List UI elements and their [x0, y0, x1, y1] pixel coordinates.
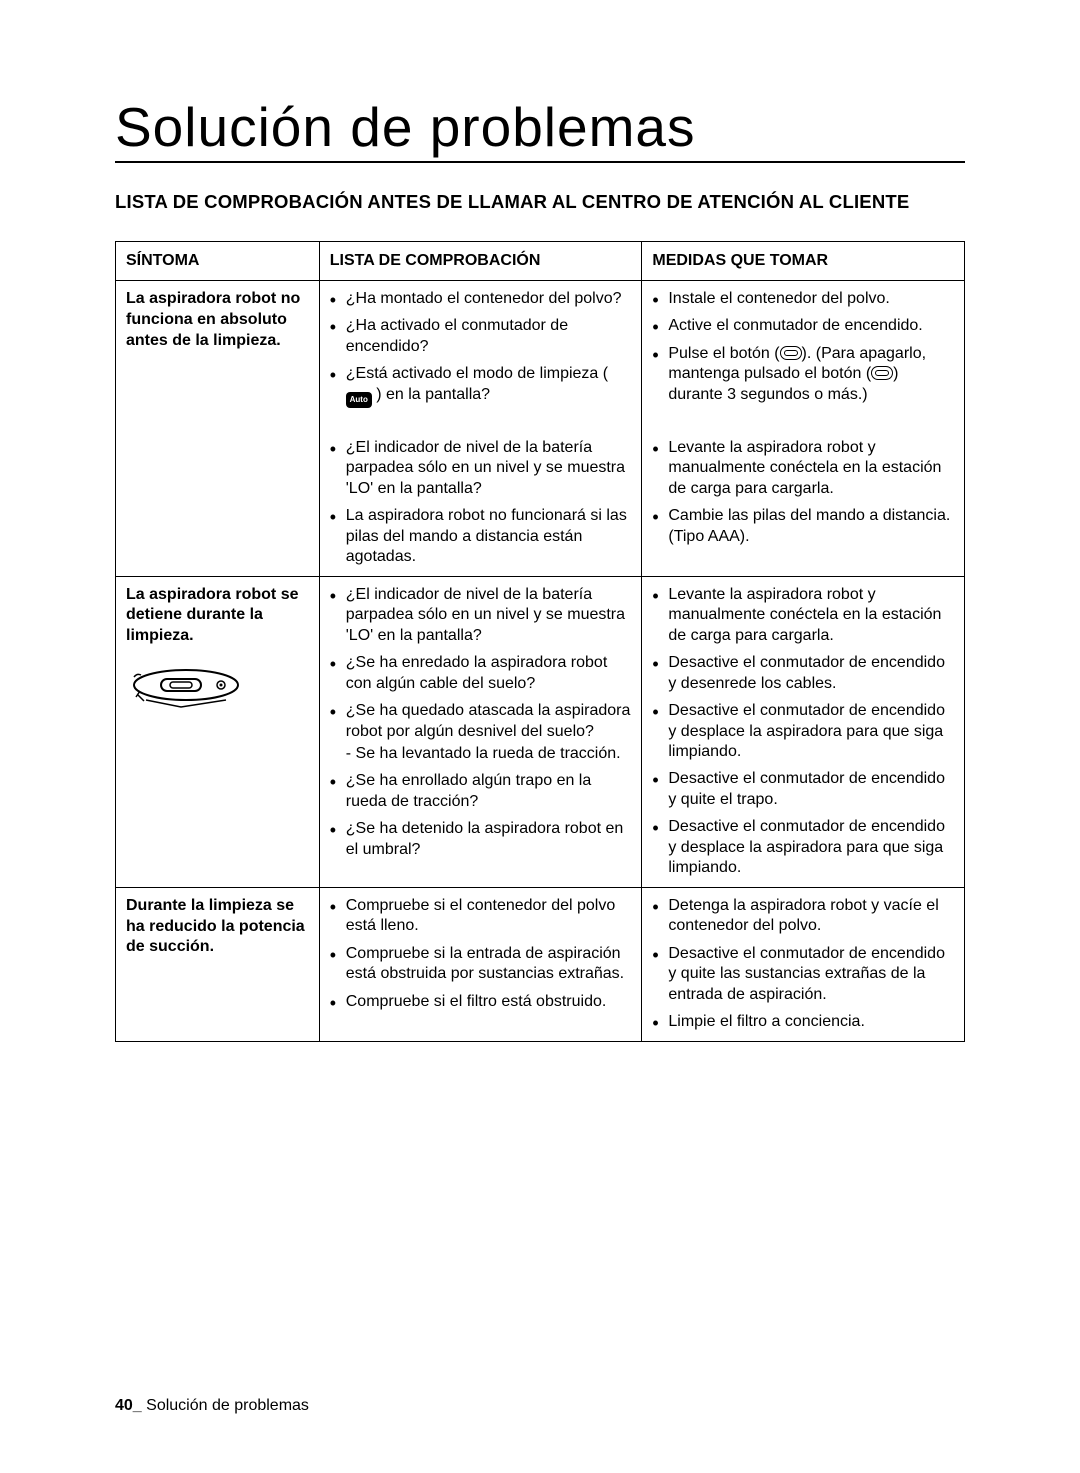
- measure-item: Instale el contenedor del polvo.: [652, 289, 954, 309]
- symptom-cell: Durante la limpieza se ha reducido la po…: [116, 887, 320, 1041]
- measures-cell: Levante la aspiradora robot y manualment…: [642, 416, 965, 576]
- checklist-item: Compruebe si el contenedor del polvo est…: [330, 896, 632, 937]
- checklist-item: ¿Se ha detenido la aspiradora robot en e…: [330, 819, 632, 860]
- measure-item: Desactive el conmutador de encendido y q…: [652, 944, 954, 1005]
- measure-item: Levante la aspiradora robot y manualment…: [652, 585, 954, 646]
- th-measures: MEDIDAS QUE TOMAR: [642, 242, 965, 281]
- page-footer: 40_ Solución de problemas: [115, 1397, 309, 1415]
- checklist-item: La aspiradora robot no funcionará si las…: [330, 506, 632, 567]
- measure-item: Detenga la aspiradora robot y vacíe el c…: [652, 896, 954, 937]
- checklist-item: ¿Ha activado el conmutador de encendido?: [330, 316, 632, 357]
- checklist-item: ¿El indicador de nivel de la batería par…: [330, 438, 632, 499]
- measures-cell: Instale el contenedor del polvo. Active …: [642, 281, 965, 416]
- checklist-item: Compruebe si el filtro está obstruido.: [330, 992, 632, 1012]
- checklist-cell: ¿El indicador de nivel de la batería par…: [319, 416, 642, 576]
- measures-cell: Detenga la aspiradora robot y vacíe el c…: [642, 887, 965, 1041]
- checklist-subline: - Se ha levantado la rueda de tracción.: [346, 744, 632, 764]
- button-icon: [871, 366, 893, 380]
- measure-item: Pulse el botón (). (Para apagarlo, mante…: [652, 344, 954, 405]
- checklist-item: ¿Se ha enredado la aspiradora robot con …: [330, 653, 632, 694]
- measure-item: Active el conmutador de encendido.: [652, 316, 954, 336]
- measure-item: Desactive el conmutador de encendido y d…: [652, 817, 954, 878]
- robot-illustration: [126, 665, 246, 715]
- footer-page-number: 40_: [115, 1397, 142, 1414]
- checklist-item: ¿Se ha quedado atascada la aspiradora ro…: [330, 701, 632, 764]
- page-title: Solución de problemas: [115, 95, 965, 163]
- checklist-cell: ¿Ha montado el contenedor del polvo? ¿Ha…: [319, 281, 642, 416]
- checklist-item: ¿Está activado el modo de limpieza ( Aut…: [330, 364, 632, 407]
- checklist-cell: Compruebe si el contenedor del polvo est…: [319, 887, 642, 1041]
- checklist-cell: ¿El indicador de nivel de la batería par…: [319, 576, 642, 887]
- measure-item: Limpie el filtro a conciencia.: [652, 1012, 954, 1032]
- troubleshooting-table: SÍNTOMA LISTA DE COMPROBACIÓN MEDIDAS QU…: [115, 241, 965, 1042]
- checklist-item: ¿El indicador de nivel de la batería par…: [330, 585, 632, 646]
- measure-item: Desactive el conmutador de encendido y q…: [652, 769, 954, 810]
- measure-item: Levante la aspiradora robot y manualment…: [652, 438, 954, 499]
- page-subtitle: LISTA DE COMPROBACIÓN ANTES DE LLAMAR AL…: [115, 191, 965, 213]
- measure-item: Cambie las pilas del mando a distancia. …: [652, 506, 954, 547]
- footer-section: Solución de problemas: [142, 1397, 309, 1414]
- symptom-text: La aspiradora robot se detiene durante l…: [126, 586, 299, 645]
- checklist-item: ¿Ha montado el contenedor del polvo?: [330, 289, 632, 309]
- button-icon: [780, 346, 802, 360]
- checklist-item: ¿Se ha enrollado algún trapo en la rueda…: [330, 771, 632, 812]
- checklist-item: Compruebe si la entrada de aspiración es…: [330, 944, 632, 985]
- measure-item: Desactive el conmutador de encendido y d…: [652, 653, 954, 694]
- auto-icon: Auto: [346, 392, 372, 408]
- th-symptom: SÍNTOMA: [116, 242, 320, 281]
- symptom-cell: La aspiradora robot se detiene durante l…: [116, 576, 320, 887]
- th-checklist: LISTA DE COMPROBACIÓN: [319, 242, 642, 281]
- measures-cell: Levante la aspiradora robot y manualment…: [642, 576, 965, 887]
- symptom-cell: La aspiradora robot no funciona en absol…: [116, 281, 320, 577]
- measure-item: Desactive el conmutador de encendido y d…: [652, 701, 954, 762]
